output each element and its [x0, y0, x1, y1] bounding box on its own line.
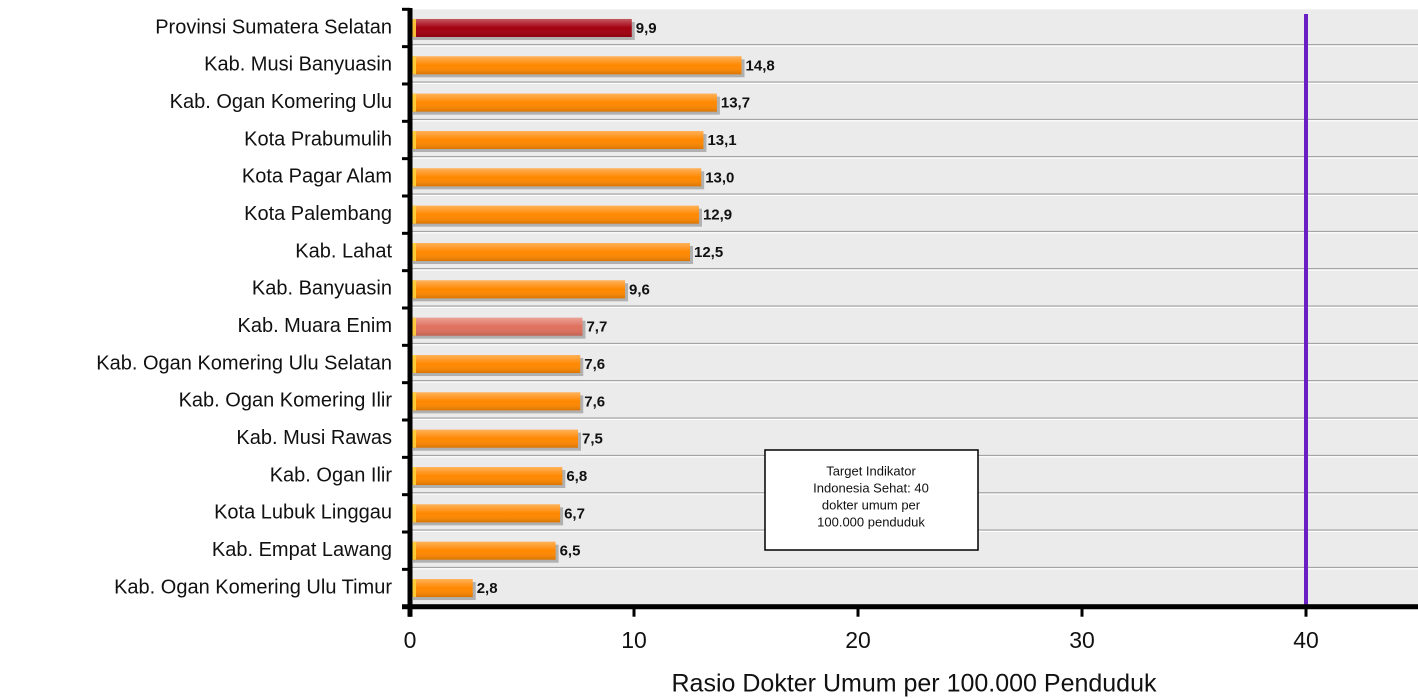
x-tick-label: 40	[1293, 627, 1319, 653]
value-label: 7,5	[582, 431, 603, 448]
value-label: 9,9	[636, 20, 657, 37]
x-axis-title: Rasio Dokter Umum per 100.000 Penduduk	[672, 670, 1157, 698]
bar-edge	[410, 280, 416, 299]
category-label: Kab. Muara Enim	[237, 315, 392, 337]
category-label: Kota Prabumulih	[244, 128, 392, 150]
category-label: Kota Palembang	[244, 203, 392, 225]
row-stripe	[410, 569, 1418, 607]
bar-edge	[410, 317, 416, 336]
value-label: 14,8	[746, 57, 775, 74]
bar-highlight	[410, 93, 717, 112]
bar-highlight	[410, 392, 581, 411]
bar-highlight	[410, 168, 702, 187]
category-label: Kab. Banyuasin	[252, 278, 392, 300]
value-label: 9,6	[629, 281, 650, 298]
category-label: Kab. Lahat	[295, 240, 392, 262]
value-label: 7,6	[584, 356, 605, 373]
bar-highlight	[410, 467, 563, 486]
category-label: Kab. Ogan Komering Ulu Timur	[114, 576, 392, 598]
bar-highlight	[410, 56, 742, 75]
annotation-text: Indonesia Sehat: 40	[813, 480, 929, 495]
annotation-box	[764, 449, 979, 551]
value-label: 13,7	[721, 95, 750, 112]
bar-edge	[410, 504, 416, 523]
annotation-text: 100.000 penduduk	[817, 514, 925, 529]
x-tick-label: 20	[845, 627, 871, 653]
value-label: 12,5	[694, 244, 723, 261]
x-tick-label: 30	[1069, 627, 1095, 653]
category-label: Kab. Ogan Ilir	[270, 464, 393, 486]
category-label: Kab. Ogan Komering Ulu	[170, 91, 392, 113]
value-label: 2,8	[477, 580, 498, 597]
bar-highlight	[410, 242, 690, 261]
category-label: Kota Lubuk Linggau	[214, 502, 392, 524]
bar-edge	[410, 242, 416, 261]
bar-edge	[410, 429, 416, 448]
bar-highlight	[410, 130, 704, 149]
bar-highlight	[410, 205, 699, 224]
bar-highlight	[410, 579, 473, 598]
bar-edge	[410, 355, 416, 374]
bar-highlight	[410, 429, 578, 448]
bar-highlight	[410, 355, 581, 374]
x-tick-label: 10	[621, 627, 647, 653]
bar-highlight	[410, 541, 556, 560]
category-label: Kab. Musi Rawas	[236, 427, 392, 449]
value-label: 6,5	[560, 543, 581, 560]
value-label: 7,7	[586, 319, 607, 336]
value-label: 7,6	[584, 393, 605, 410]
bar-highlight	[410, 280, 626, 299]
category-label: Kab. Ogan Komering Ulu Selatan	[96, 352, 392, 374]
value-label: 13,1	[707, 132, 736, 149]
bar-edge	[410, 392, 416, 411]
bar-edge	[410, 56, 416, 75]
category-label: Kab. Empat Lawang	[212, 539, 392, 561]
category-label: Kota Pagar Alam	[242, 166, 392, 188]
bar-edge	[410, 93, 416, 112]
value-label: 12,9	[703, 207, 732, 224]
value-label: 6,7	[564, 505, 585, 522]
bar-highlight	[410, 18, 632, 37]
x-tick-label: 0	[404, 627, 417, 653]
annotation-text: dokter umum per	[822, 497, 921, 512]
value-label: 13,0	[705, 169, 734, 186]
category-label: Kab. Musi Banyuasin	[204, 54, 392, 76]
annotation-text: Target Indikator	[826, 463, 916, 478]
bar-edge	[410, 18, 416, 37]
value-label: 6,8	[566, 468, 587, 485]
bar-edge	[410, 579, 416, 598]
bar-edge	[410, 467, 416, 486]
bar-edge	[410, 168, 416, 187]
bar-edge	[410, 541, 416, 560]
bar-highlight	[410, 317, 583, 336]
category-label: Kab. Ogan Komering Ilir	[179, 390, 393, 412]
category-label: Provinsi Sumatera Selatan	[155, 16, 392, 38]
bar-edge	[410, 205, 416, 224]
bar-edge	[410, 130, 416, 149]
bar-highlight	[410, 504, 561, 523]
